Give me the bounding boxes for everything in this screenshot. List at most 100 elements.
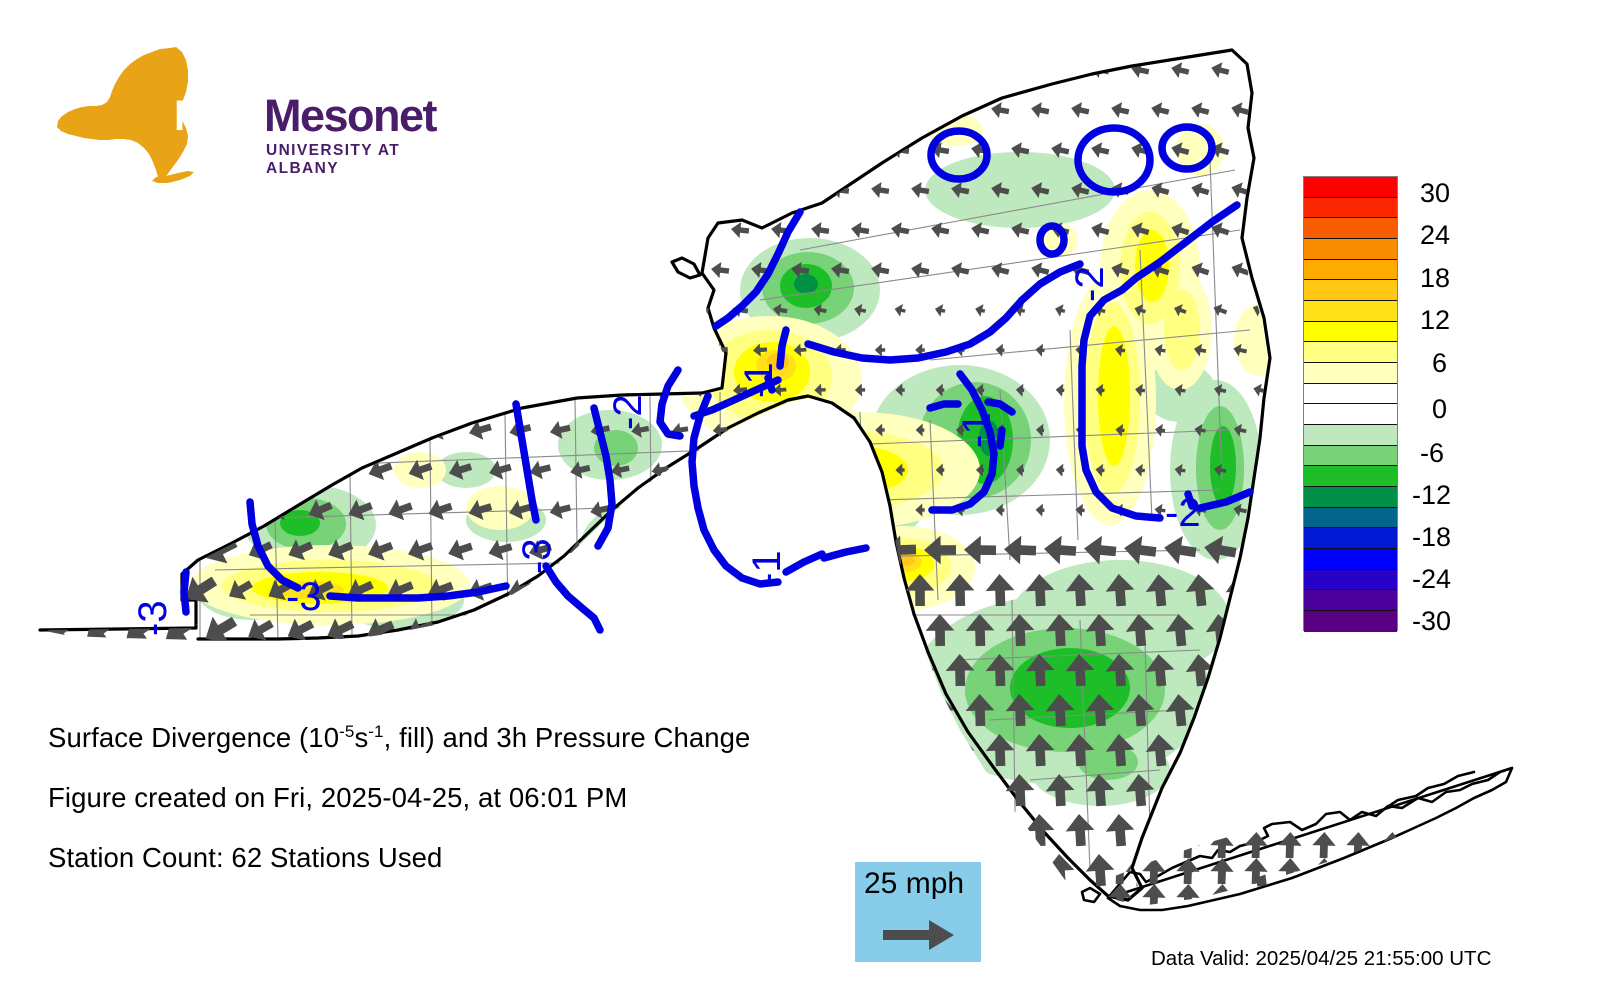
wind-arrow <box>1448 858 1472 885</box>
wind-arrow <box>571 61 590 79</box>
wind-arrow <box>911 102 930 119</box>
colorbar-tick: 18 <box>1420 263 1451 293</box>
wind-arrow <box>1205 774 1235 807</box>
wind-arrow <box>591 101 610 119</box>
wind-arrow <box>1185 734 1215 767</box>
wind-arrow <box>791 181 810 199</box>
wind-arrow <box>834 503 846 517</box>
wind-arrow <box>52 463 69 477</box>
wind-arrow <box>854 383 866 397</box>
wind-arrow <box>1171 62 1190 78</box>
wind-arrow <box>227 658 255 681</box>
wind-arrow <box>631 261 650 279</box>
wind-arrow <box>1414 884 1438 906</box>
wind-arrow <box>71 342 90 358</box>
wind-arrow <box>1210 858 1234 885</box>
wind-arrow <box>650 541 670 559</box>
wind-arrow <box>507 658 535 682</box>
wind-arrow <box>891 61 910 79</box>
wind-arrow <box>1055 383 1065 397</box>
wind-arrow <box>491 221 510 239</box>
wind-arrow <box>491 141 510 159</box>
wind-arrow <box>915 423 925 437</box>
wind-arrow <box>391 261 410 279</box>
wind-arrow <box>971 62 990 79</box>
wind-arrow <box>111 261 130 278</box>
station-count: Station Count: 62 Stations Used <box>48 842 443 873</box>
wind-arrow <box>1244 536 1277 565</box>
wind-arrow <box>951 262 970 278</box>
wind-arrow <box>711 101 730 119</box>
wind-arrow <box>1025 734 1055 767</box>
wind-arrow <box>711 582 729 598</box>
wind-arrow <box>1231 102 1250 118</box>
wind-arrow <box>874 503 886 517</box>
colorbar <box>1303 176 1398 632</box>
wind-arrow <box>268 339 293 360</box>
divergence-fill-layer <box>190 114 1286 806</box>
wind-arrow <box>526 697 555 722</box>
wind-arrow <box>1165 614 1195 647</box>
wind-arrow <box>346 657 376 682</box>
figure-created: Figure created on Fri, 2025-04-25, at 06… <box>48 782 628 813</box>
wind-arrow <box>1131 222 1150 238</box>
wind-arrow <box>1211 62 1230 78</box>
colorbar-band <box>1304 259 1397 281</box>
contour-loop <box>1074 124 1154 196</box>
wind-arrow <box>529 539 552 560</box>
wind-arrow <box>111 502 131 518</box>
wind-arrow <box>367 618 395 642</box>
wind-arrow <box>669 660 692 680</box>
wind-arrow <box>1015 304 1026 317</box>
wind-arrow <box>792 583 808 597</box>
wind-arrow <box>1142 884 1166 906</box>
colorbar-tick: -30 <box>1412 606 1452 636</box>
wind-arrow <box>975 304 986 317</box>
wind-arrow <box>1135 463 1146 477</box>
wind-arrow <box>874 343 886 357</box>
colorbar-band <box>1304 528 1397 550</box>
wind-arrow <box>833 583 847 597</box>
wind-arrow <box>1131 142 1150 158</box>
wind-arrow <box>651 462 669 478</box>
wind-arrow <box>511 101 530 119</box>
wind-arrow <box>813 303 827 317</box>
wind-arrow <box>1135 383 1146 397</box>
contour-label: -2 <box>1068 266 1112 302</box>
wind-arrow <box>911 182 930 199</box>
wind-arrow <box>150 341 171 359</box>
wind-arrow <box>111 422 130 438</box>
wind-arrow <box>466 657 495 682</box>
wind-arrow <box>611 61 630 79</box>
contour-loop <box>927 127 991 183</box>
wind-arrow <box>1071 102 1090 119</box>
wind-arrow <box>89 300 111 319</box>
wind-arrow <box>489 380 512 400</box>
wind-arrow <box>72 502 90 517</box>
wind-arrow <box>1011 222 1030 238</box>
wind-arrow <box>1015 463 1025 477</box>
wind-arrow <box>408 459 433 481</box>
wind-arrow <box>629 580 651 599</box>
wind-legend-label: 25 mph <box>864 867 965 900</box>
wind-arrow <box>731 61 750 79</box>
wind-arrow <box>1482 858 1506 885</box>
wind-arrow <box>547 658 574 682</box>
wind-arrow <box>831 101 850 119</box>
wind-arrow <box>1482 884 1506 906</box>
wind-arrow <box>670 581 690 599</box>
wind-arrow <box>1245 694 1275 727</box>
wind-arrow <box>388 499 413 521</box>
wind-arrow <box>751 262 770 279</box>
wind-arrow <box>291 221 310 239</box>
wind-arrow <box>971 142 990 159</box>
wind-arrow <box>368 379 393 401</box>
wind-arrow <box>1448 832 1472 859</box>
wind-arrow <box>590 341 611 359</box>
wind-arrow <box>811 141 830 159</box>
wind-arrow <box>751 101 770 119</box>
wind-arrow <box>991 182 1010 199</box>
wind-arrow <box>831 262 850 279</box>
colorbar-tick-labels: 30 24 18 12 6 0 -6 -12 -18 -24 -30 <box>1412 160 1532 650</box>
wind-arrow <box>491 61 510 79</box>
